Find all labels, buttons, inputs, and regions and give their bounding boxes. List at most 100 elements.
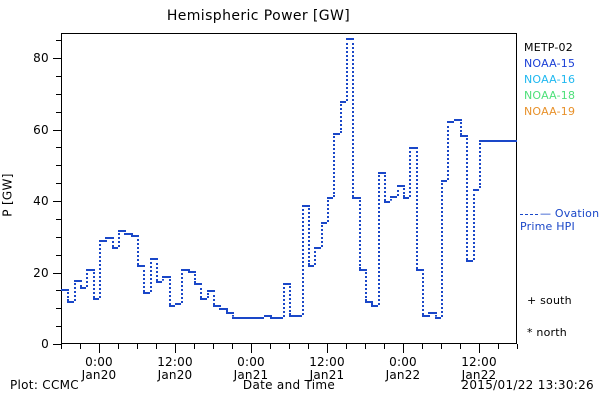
data-step-connector [479,140,481,189]
x-tick-date: Jan21 [309,368,345,382]
data-step-segment [73,279,80,282]
data-step-connector [80,279,82,287]
data-step-connector [434,311,437,318]
data-step-connector [162,276,165,282]
legend-item-noaa-16: NOAA-16 [524,73,576,86]
legend: METP-02 NOAA-15 NOAA-16 NOAA-18 NOAA-19 [524,40,600,120]
x-tick-minor [460,344,461,349]
data-step-segment [130,234,137,237]
data-step-segment [498,140,505,143]
data-step-connector [403,184,405,198]
data-step-connector [339,100,342,134]
x-tick-label: 0:00 Jan20 [82,356,117,382]
data-step-segment [99,240,106,243]
data-step-segment [86,268,93,271]
data-step-segment [225,311,232,314]
data-step-connector [447,120,450,180]
data-step-segment [358,268,365,271]
data-step-segment [61,288,68,291]
data-step-segment [270,317,277,320]
data-step-segment [251,317,258,320]
data-step-segment [472,188,479,191]
x-tick-minor [137,344,138,349]
x-tick-minor [213,344,214,349]
data-step-connector [333,133,336,198]
x-tick-label: 12:00 Jan20 [157,356,193,382]
y-tick-major [53,272,61,274]
data-step-connector [67,288,70,302]
x-tick-minor [61,344,62,349]
data-step-connector [181,268,184,303]
x-tick-date: Jan20 [157,368,193,382]
x-tick-minor [517,344,518,349]
data-step-connector [206,290,209,298]
data-step-segment [485,140,492,143]
data-step-segment [371,304,378,307]
data-step-connector [213,290,215,305]
data-step-connector [396,184,399,196]
data-step-segment [200,297,207,300]
x-tick-minor [156,344,157,349]
data-step-segment [479,140,486,143]
data-step-connector [282,283,285,318]
y-tick-minor [56,165,61,167]
data-step-segment [510,140,517,143]
data-step-segment [289,315,296,318]
data-step-connector [301,204,304,316]
data-step-segment [92,297,99,300]
x-tick-major [99,344,100,353]
y-tick-minor [56,326,61,328]
y-tick-label: 40 [33,194,49,208]
data-step-segment [441,179,448,182]
data-step-connector [156,258,158,282]
legend-item-noaa-18: NOAA-18 [524,89,576,102]
plot-data-area [61,33,517,344]
data-step-segment [276,317,283,320]
y-tick-minor [56,236,61,238]
y-axis-label: P [GW] [0,173,15,217]
y-tick-label: 60 [33,122,49,137]
data-step-segment [156,281,163,284]
x-tick-label: 12:00 Jan21 [309,356,345,382]
y-tick-major [53,344,61,345]
x-tick-minor [270,344,271,349]
data-step-segment [149,258,156,261]
y-tick-minor [56,147,61,149]
data-step-connector [270,315,272,318]
data-step-connector [422,268,424,316]
data-step-segment [320,222,327,225]
y-tick-minor [56,290,61,292]
south-marker-legend: + south [527,294,572,307]
x-tick-minor [289,344,290,349]
x-tick-minor [422,344,423,349]
x-tick-date: Jan22 [385,368,421,382]
data-step-segment [396,184,403,187]
data-step-segment [194,283,201,286]
data-step-segment [314,247,321,250]
data-step-segment [346,38,353,41]
x-tick-date: Jan20 [81,368,117,382]
data-step-segment [282,283,289,286]
data-step-segment [403,197,410,200]
y-tick-minor [56,75,61,77]
data-step-connector [415,147,418,269]
x-tick-time: 0:00 [237,355,265,369]
data-step-connector [390,195,393,201]
x-tick-major [251,344,252,353]
ovation-label-line2: Prime HPI [520,220,575,233]
y-tick-minor [56,218,61,220]
x-tick-minor [232,344,233,349]
data-step-connector [200,283,203,298]
x-tick-minor [308,344,309,349]
data-step-connector [73,279,76,302]
data-step-segment [377,172,384,175]
data-step-connector [441,179,443,318]
x-tick-minor [194,344,195,349]
data-step-connector [377,172,380,305]
x-tick-major [479,344,480,353]
x-tick-time: 12:00 [309,355,345,369]
x-tick-label: 0:00 Jan22 [386,356,421,382]
data-step-segment [232,317,239,320]
data-step-connector [314,247,317,266]
